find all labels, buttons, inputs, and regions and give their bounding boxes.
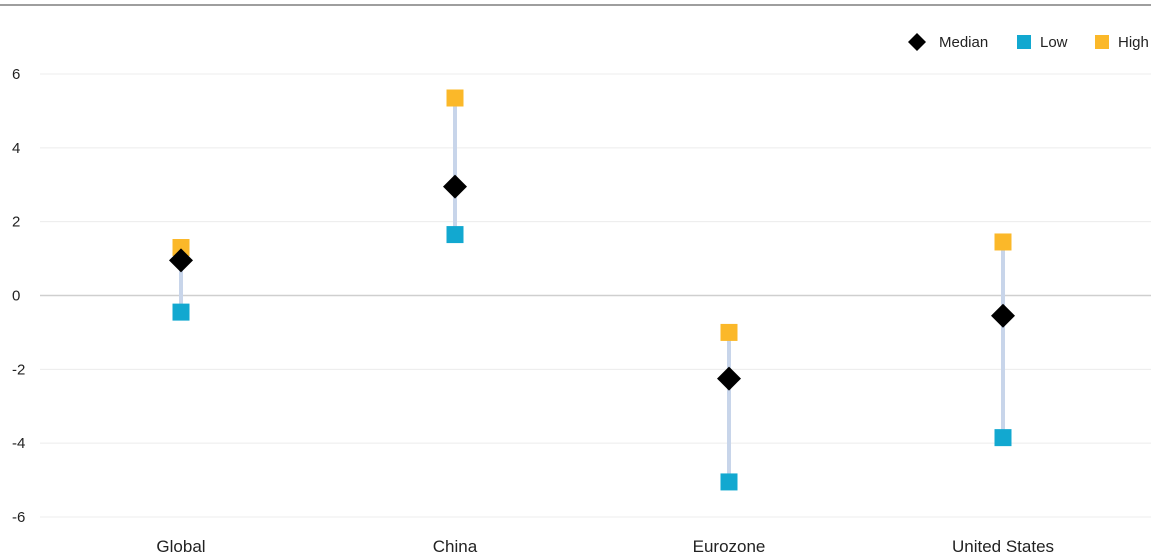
- y-tick-label: -4: [12, 435, 25, 452]
- x-axis-labels: Global China Eurozone United States: [156, 537, 1054, 556]
- legend-item-median: Median: [908, 33, 988, 51]
- category-label: Eurozone: [693, 537, 766, 556]
- median-marker-china: [443, 174, 467, 199]
- y-tick-label: 2: [12, 214, 20, 231]
- high-marker-china: [446, 89, 464, 107]
- low-marker-china: [446, 226, 464, 244]
- category-label: United States: [952, 537, 1054, 556]
- range-lines: [179, 97, 1005, 482]
- legend-label: Median: [939, 34, 988, 51]
- median-marker-united-states: [991, 303, 1015, 328]
- legend-item-low: Low: [1017, 34, 1068, 51]
- y-tick-label: 0: [12, 288, 20, 305]
- legend-label: High: [1118, 34, 1149, 51]
- high-marker-global: [172, 239, 190, 257]
- legend-item-high: High: [1095, 34, 1149, 51]
- y-tick-label: -2: [12, 361, 25, 378]
- legend-square-icon: [1095, 35, 1109, 49]
- y-tick-label: -6: [12, 509, 25, 526]
- markers: [169, 89, 1015, 491]
- category-label: China: [433, 537, 478, 556]
- high-marker-eurozone: [720, 323, 738, 341]
- legend: Median Low High: [908, 33, 1149, 51]
- legend-square-icon: [1017, 35, 1031, 49]
- median-marker-eurozone: [717, 366, 741, 391]
- legend-label: Low: [1040, 34, 1068, 51]
- median-marker-global: [169, 248, 193, 273]
- y-tick-label: 6: [12, 66, 20, 83]
- grid-lines: [40, 73, 1151, 518]
- low-marker-united-states: [994, 429, 1012, 447]
- y-tick-label: 4: [12, 140, 20, 157]
- category-label: Global: [156, 537, 205, 556]
- low-marker-eurozone: [720, 473, 738, 491]
- legend-diamond-icon: [908, 33, 926, 51]
- high-marker-united-states: [994, 233, 1012, 251]
- low-marker-global: [172, 303, 190, 321]
- y-axis-ticks: 6 4 2 0 -2 -4 -6: [12, 66, 25, 526]
